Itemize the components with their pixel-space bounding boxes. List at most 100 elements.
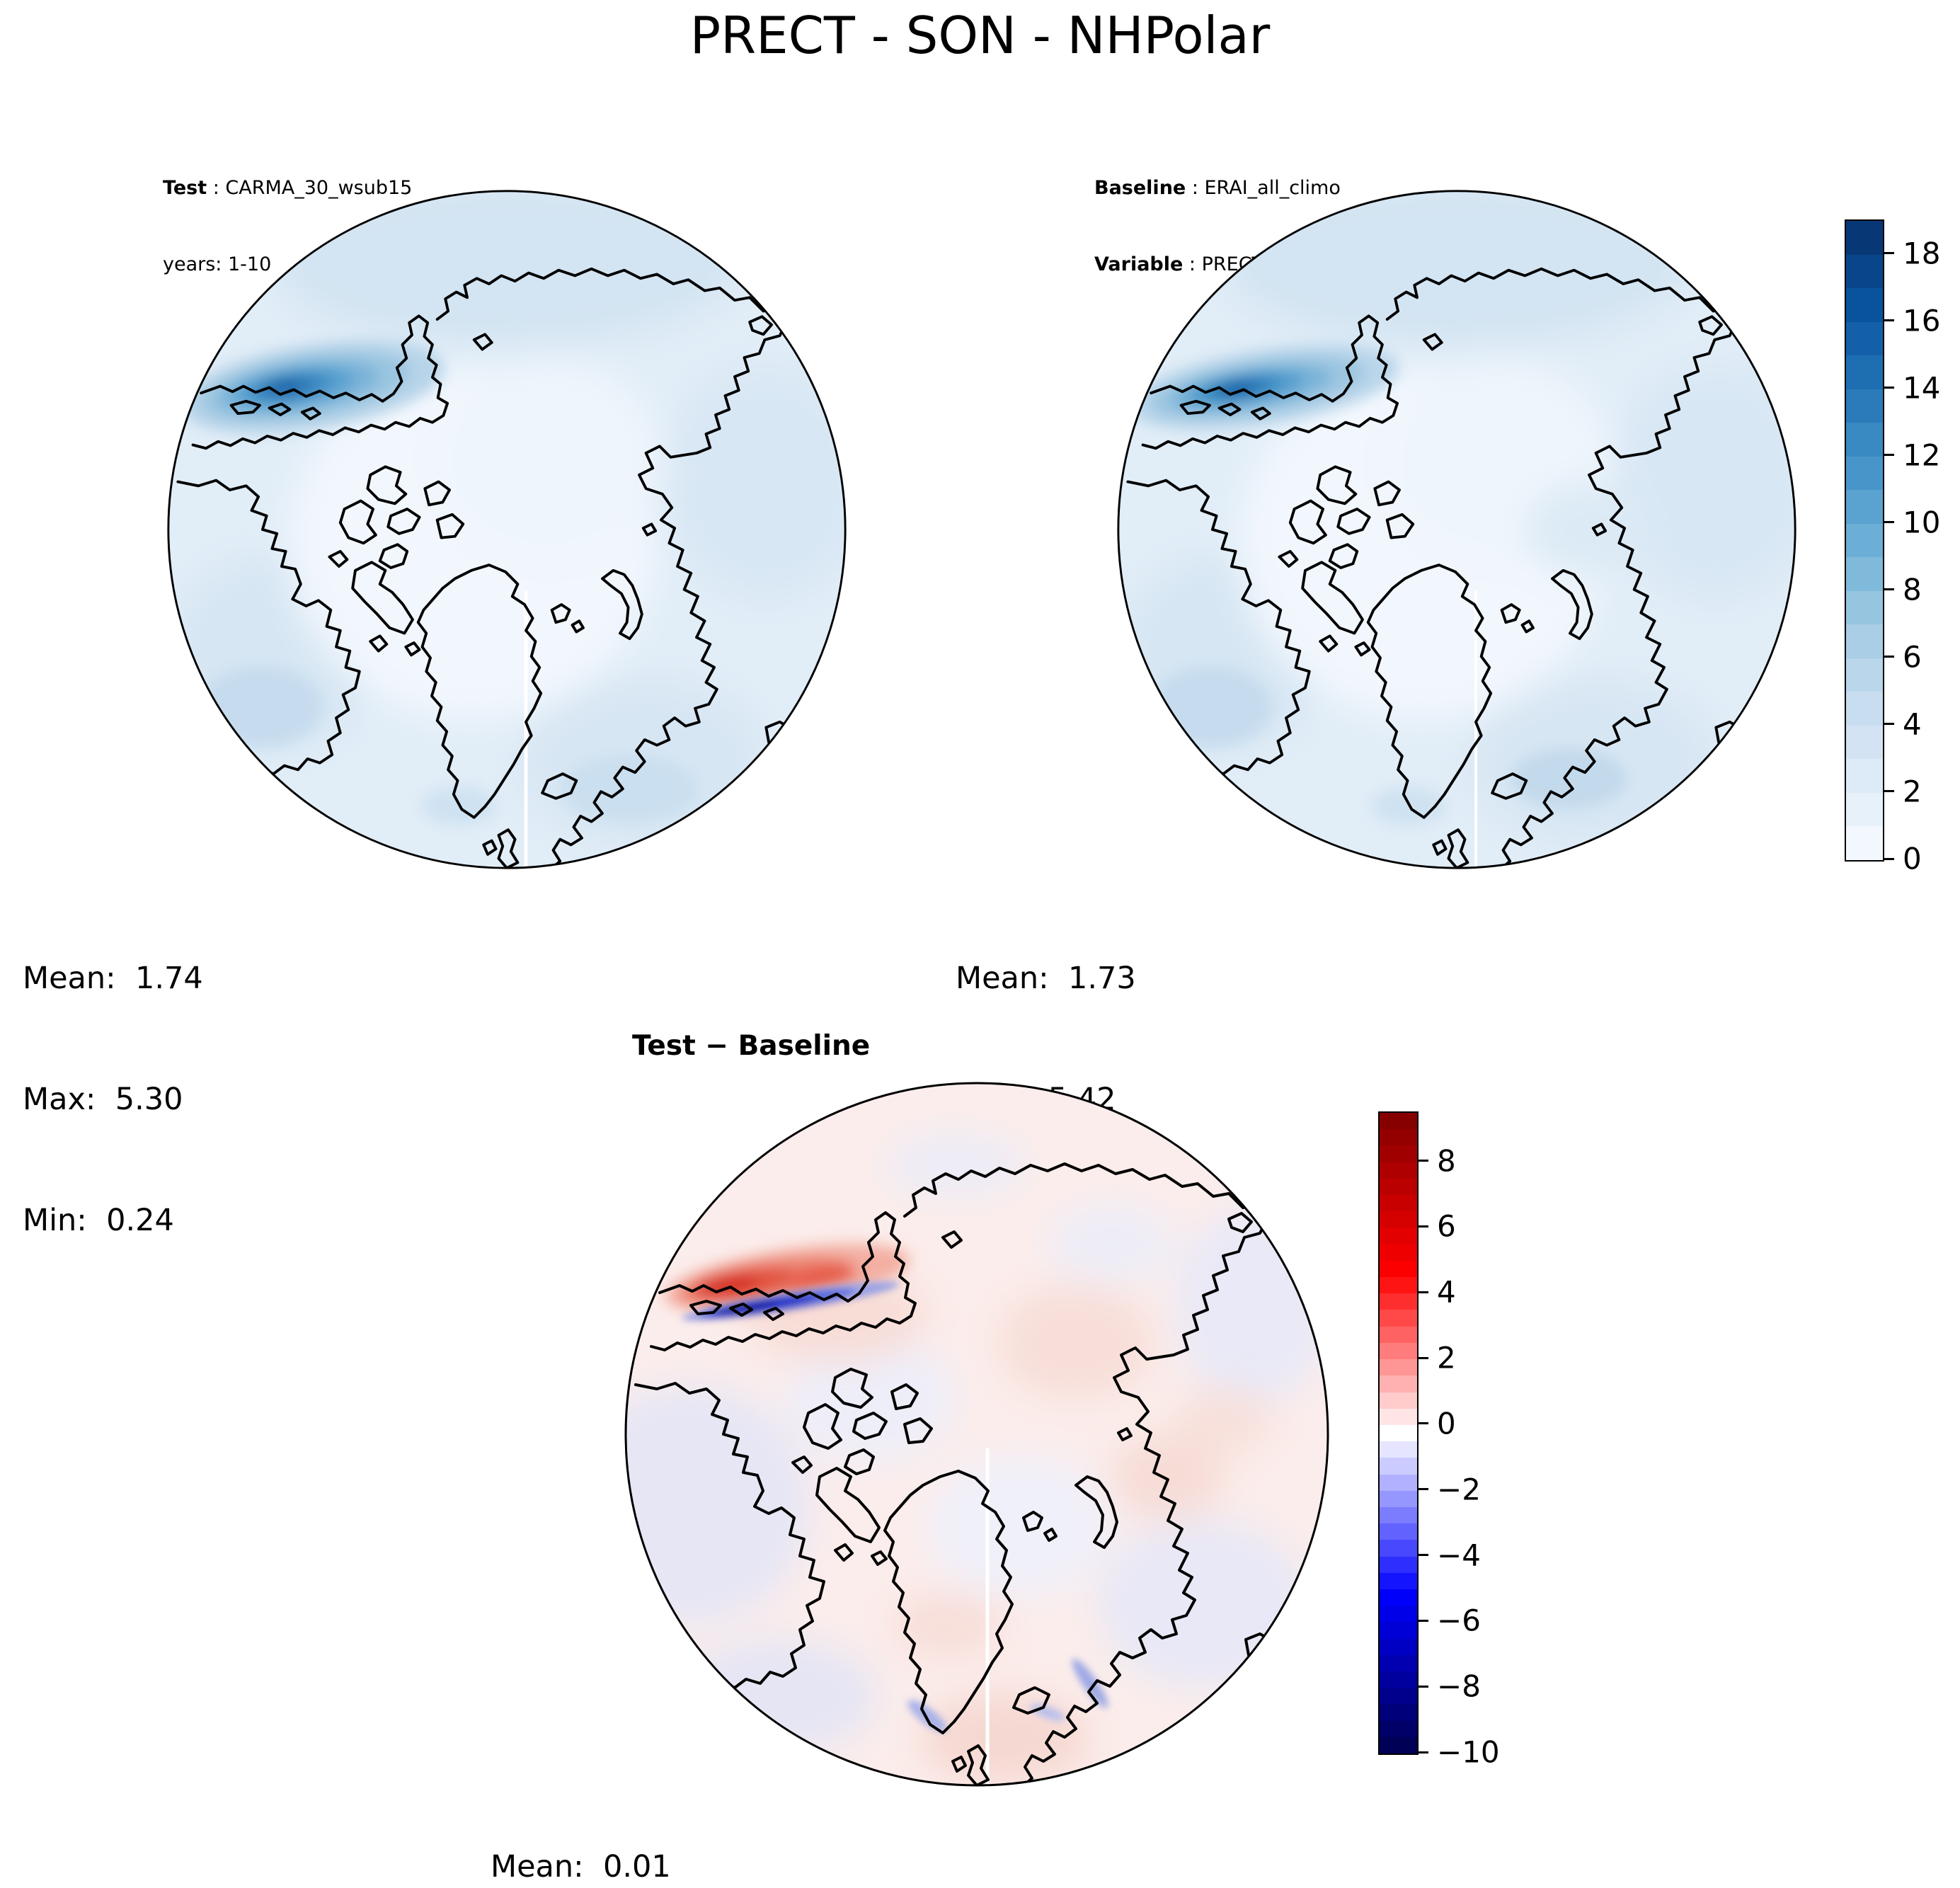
colorbar-tick-label: −8 bbox=[1437, 1669, 1481, 1704]
colorbar-segment bbox=[1380, 1474, 1417, 1491]
colorbar-segment bbox=[1380, 1589, 1417, 1606]
colorbar-segment bbox=[1380, 1128, 1417, 1146]
colorbar-segment bbox=[1846, 725, 1883, 760]
page-title: PRECT - SON - NHPolar bbox=[689, 6, 1271, 65]
colorbar-tick-label: 8 bbox=[1437, 1143, 1456, 1179]
baseline-mean: Mean: 1.73 bbox=[956, 961, 1136, 996]
colorbar-tick-label: 18 bbox=[1903, 236, 1941, 271]
colorbar-segment bbox=[1380, 1621, 1417, 1639]
colorbar-tick-label: −10 bbox=[1437, 1734, 1500, 1770]
colorbar-segment bbox=[1846, 287, 1883, 322]
colorbar-segment bbox=[1380, 1244, 1417, 1261]
colorbar-tick bbox=[1883, 521, 1894, 524]
map-boundary-circle bbox=[1117, 190, 1796, 869]
colorbar-segment bbox=[1846, 254, 1883, 289]
colorbar-segment bbox=[1380, 1358, 1417, 1376]
colorbar-segment bbox=[1380, 1211, 1417, 1228]
baseline-label-line: Baseline : ERAI_all_climo bbox=[1094, 176, 1341, 201]
colorbar-segment bbox=[1380, 1310, 1417, 1327]
colorbar-tick-label: 0 bbox=[1903, 841, 1922, 876]
test-years-line: years: 1-10 bbox=[163, 253, 272, 275]
colorbar-tick-label: 4 bbox=[1903, 706, 1922, 742]
colorbar-segment bbox=[1380, 1638, 1417, 1655]
colorbar-segment bbox=[1846, 826, 1883, 860]
colorbar-segment bbox=[1380, 1720, 1417, 1737]
test-map-field bbox=[168, 190, 846, 869]
colorbar-segment bbox=[1380, 1605, 1417, 1623]
colorbar-tick bbox=[1883, 319, 1894, 322]
colorbar-tick bbox=[1417, 1554, 1428, 1557]
colorbar-segment bbox=[1380, 1112, 1417, 1130]
colorbar-segment bbox=[1380, 1145, 1417, 1162]
colorbar-tick bbox=[1417, 1488, 1428, 1491]
test-meta-block: Test : CARMA_30_wsub15 years: 1-10 bbox=[163, 125, 412, 328]
colorbar-segment bbox=[1846, 523, 1883, 558]
colorbar-segment bbox=[1380, 1293, 1417, 1310]
colorbar-segment bbox=[1846, 220, 1883, 255]
colorbar-tick bbox=[1417, 1291, 1428, 1293]
map-test bbox=[167, 190, 847, 869]
test-min: Min: 0.24 bbox=[23, 1203, 174, 1238]
colorbar-tick-label: 16 bbox=[1903, 303, 1941, 338]
colorbar-segment bbox=[1380, 1392, 1417, 1409]
colorbar-segment bbox=[1380, 1408, 1417, 1425]
colorbar-tick bbox=[1417, 1225, 1428, 1228]
colorbar-segment bbox=[1380, 1687, 1417, 1705]
colorbar-segment bbox=[1380, 1671, 1417, 1688]
colorbar-segment bbox=[1380, 1654, 1417, 1671]
colorbar-tick bbox=[1883, 723, 1894, 726]
colorbar-tick-label: 6 bbox=[1903, 639, 1922, 675]
colorbar-segment bbox=[1380, 1737, 1417, 1753]
colorbar-segment bbox=[1380, 1194, 1417, 1212]
map-boundary-circle bbox=[167, 190, 847, 869]
map-diff bbox=[624, 1082, 1329, 1787]
colorbar-tick bbox=[1417, 1160, 1428, 1162]
colorbar-tick bbox=[1883, 454, 1894, 457]
colorbar-segment bbox=[1380, 1375, 1417, 1392]
colorbar-segment bbox=[1380, 1162, 1417, 1179]
test-name: : CARMA_30_wsub15 bbox=[207, 177, 413, 199]
colorbar-segment bbox=[1846, 422, 1883, 457]
colorbar-segment bbox=[1846, 489, 1883, 524]
test-label: Test bbox=[163, 177, 207, 199]
diff-map-field bbox=[626, 1083, 1328, 1785]
colorbar-tick bbox=[1883, 857, 1894, 860]
colorbar-segment bbox=[1380, 1490, 1417, 1507]
colorbar-segment bbox=[1846, 624, 1883, 658]
colorbar-segment bbox=[1380, 1539, 1417, 1557]
colorbar-segment bbox=[1846, 792, 1883, 827]
test-stats-block: Mean: 1.74 Max: 5.30 Min: 0.24 bbox=[23, 878, 203, 1322]
colorbar-diff-bar bbox=[1378, 1111, 1419, 1755]
test-label-line: Test : CARMA_30_wsub15 bbox=[163, 176, 412, 201]
test-max: Max: 5.30 bbox=[23, 1082, 183, 1117]
diff-mean: Mean: 0.01 bbox=[491, 1849, 671, 1884]
test-mean: Mean: 1.74 bbox=[23, 961, 203, 996]
colorbar-tick-label: 6 bbox=[1437, 1208, 1456, 1244]
colorbar-tick-label: −2 bbox=[1437, 1472, 1481, 1507]
colorbar-segment bbox=[1846, 556, 1883, 591]
colorbar-tick-label: 2 bbox=[1437, 1340, 1456, 1375]
colorbar-tick bbox=[1883, 387, 1894, 389]
colorbar-tick-label: 0 bbox=[1437, 1406, 1456, 1441]
colorbar-segment bbox=[1380, 1228, 1417, 1245]
colorbar-tick-label: 10 bbox=[1903, 505, 1941, 540]
colorbar-tick-label: 8 bbox=[1903, 572, 1922, 607]
colorbar-segment bbox=[1380, 1178, 1417, 1196]
map-boundary-circle bbox=[624, 1082, 1329, 1787]
colorbar-tick bbox=[1417, 1751, 1428, 1753]
colorbar-segment bbox=[1380, 1523, 1417, 1540]
colorbar-segment bbox=[1380, 1260, 1417, 1278]
diff-stats-block: Mean: 0.01 Max: 1.47 Min: -1.48 bbox=[491, 1766, 671, 1888]
colorbar-segment bbox=[1380, 1424, 1417, 1442]
baseline-label: Baseline bbox=[1094, 177, 1186, 199]
colorbar-segment bbox=[1380, 1276, 1417, 1294]
colorbar-segment bbox=[1846, 691, 1883, 726]
map-baseline bbox=[1117, 190, 1796, 869]
colorbar-tick bbox=[1417, 1422, 1428, 1425]
colorbar-tick-label: −4 bbox=[1437, 1538, 1481, 1573]
colorbar-tick-label: 12 bbox=[1903, 437, 1941, 473]
colorbar-segment bbox=[1846, 758, 1883, 793]
colorbar-segment bbox=[1380, 1572, 1417, 1589]
variable-label: Variable bbox=[1094, 253, 1184, 275]
